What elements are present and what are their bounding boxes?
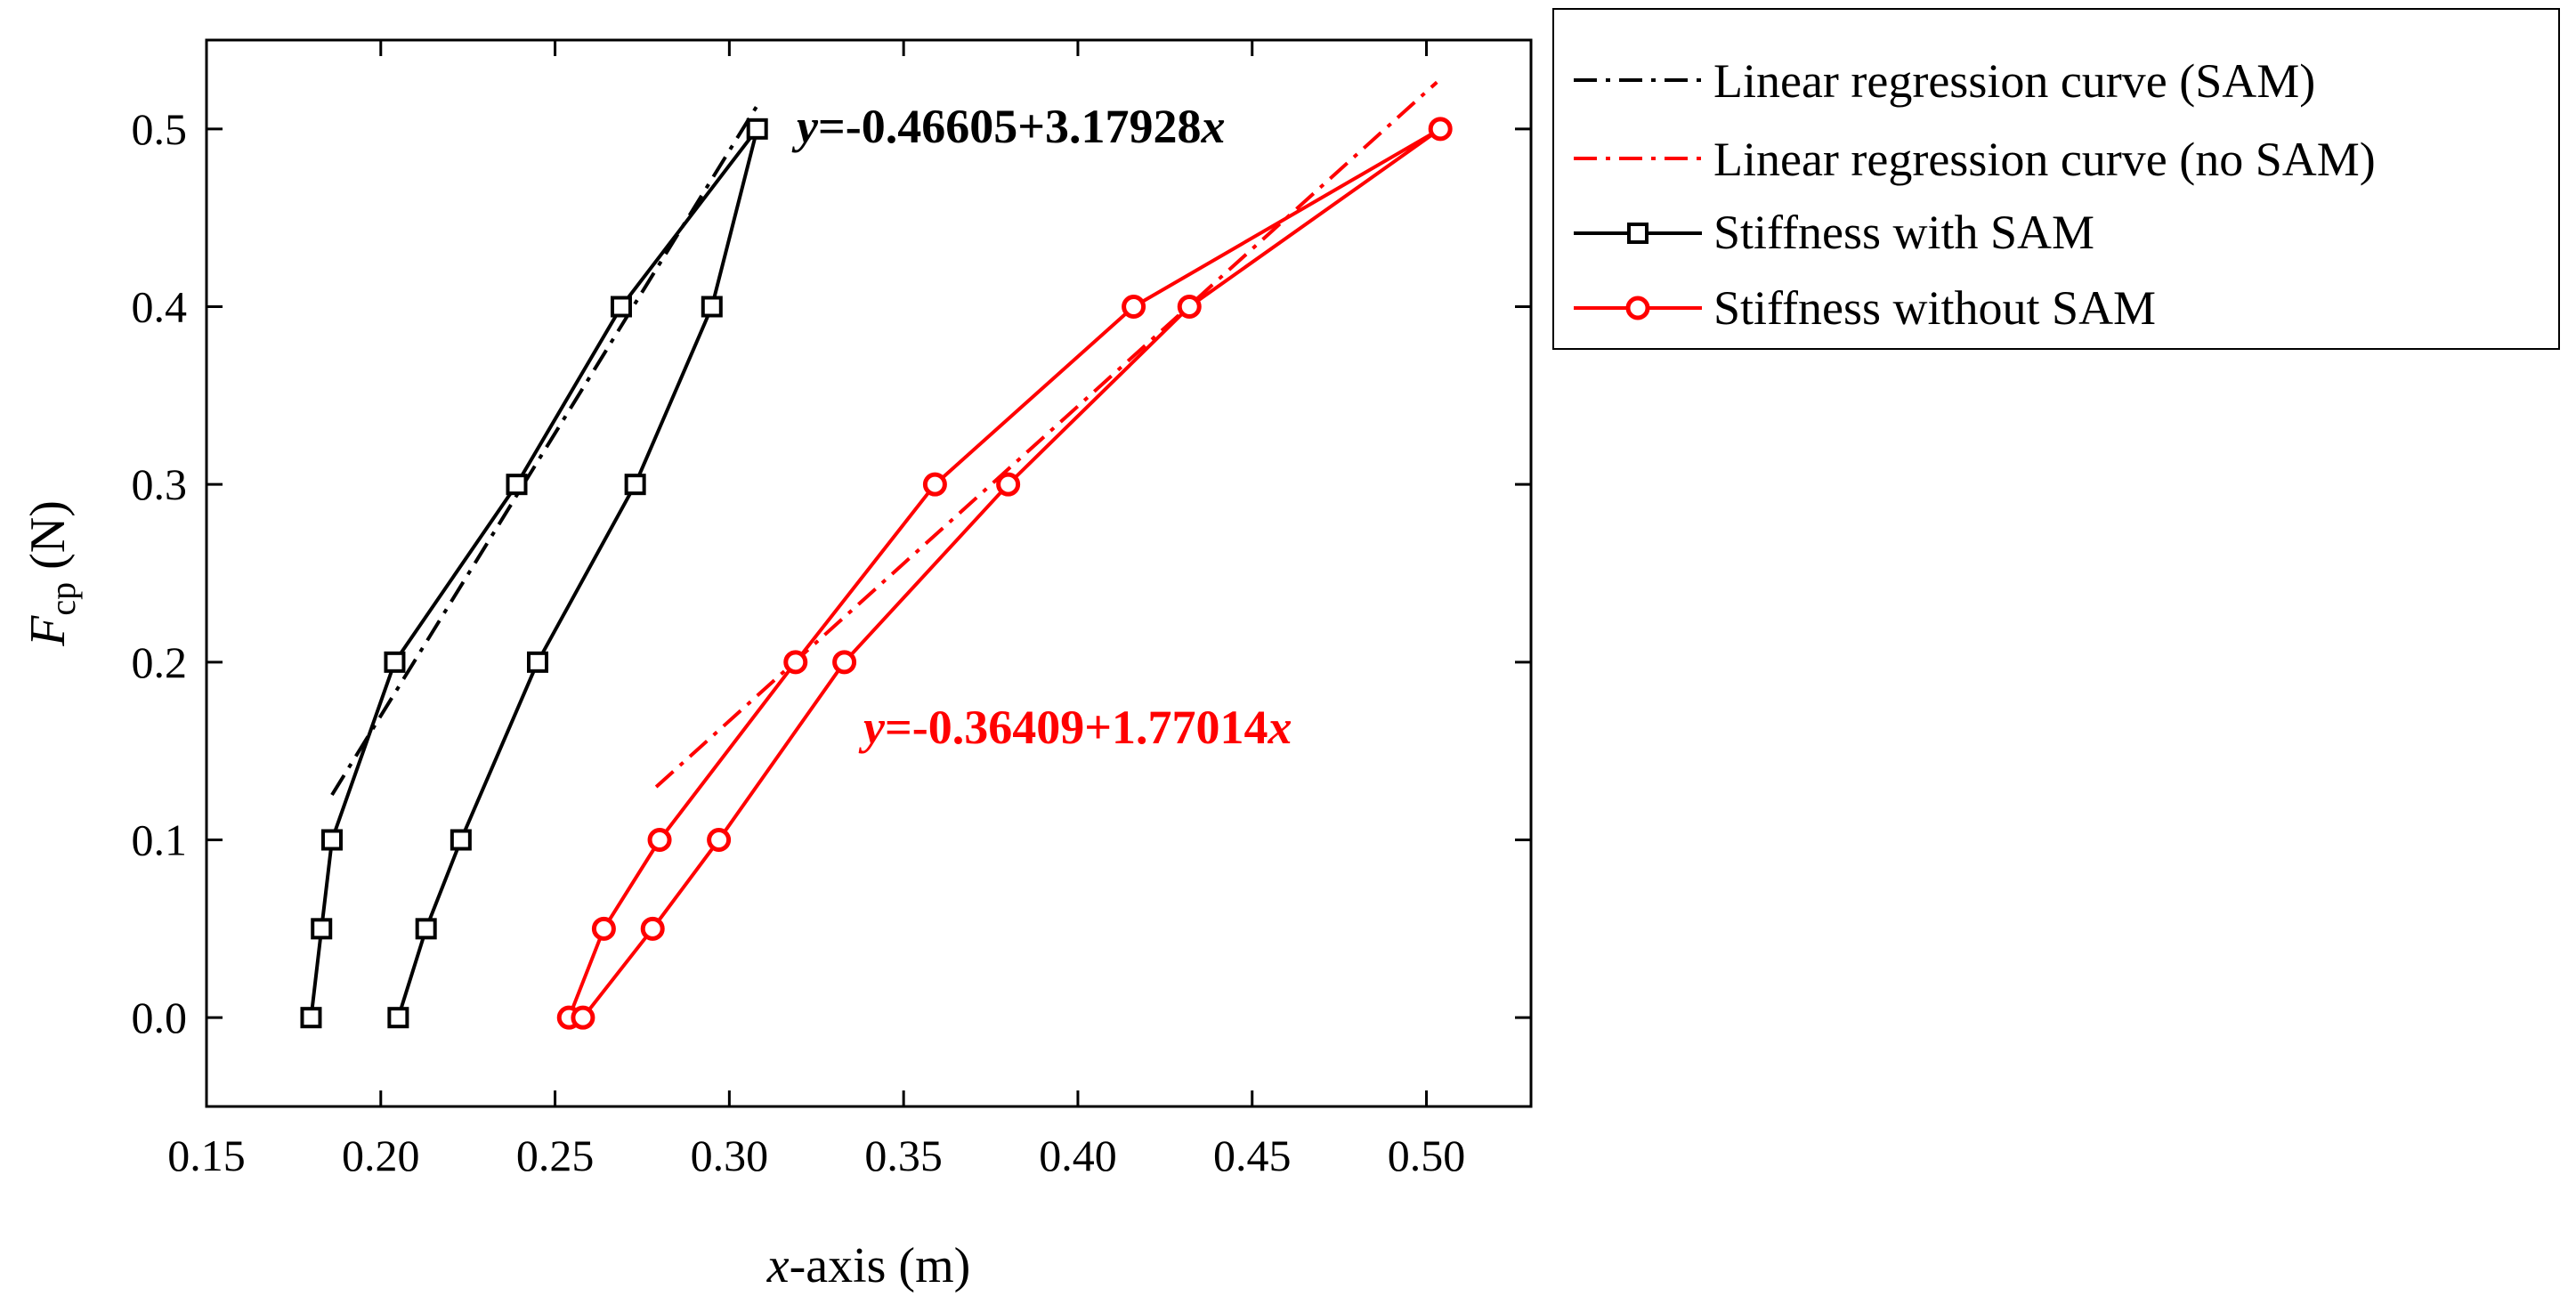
x-tick-label: 0.15	[167, 1131, 246, 1180]
x-tick-labels: 0.15 0.20 0.25 0.30 0.35 0.40 0.45 0.50	[167, 1131, 1465, 1180]
regression-line-sam	[330, 99, 763, 797]
data-point-no-sam	[922, 472, 947, 497]
x-tick-label: 0.50	[1388, 1131, 1466, 1180]
x-tick-label: 0.25	[516, 1131, 595, 1180]
legend: Linear regression curve (SAM) Linear reg…	[1552, 8, 2560, 350]
data-point-sam	[610, 296, 632, 318]
data-point-sam	[384, 651, 406, 673]
series-line-stiffness-sam	[309, 126, 759, 1018]
data-point-no-sam	[783, 650, 808, 675]
data-point-sam	[311, 918, 333, 940]
data-point-sam	[320, 829, 343, 851]
x-tick-label: 0.30	[691, 1131, 769, 1180]
data-point-no-sam	[1177, 295, 1202, 319]
y-tick-label: 0.2	[132, 637, 188, 687]
x-tick-label: 0.20	[342, 1131, 420, 1180]
data-point-sam	[450, 829, 472, 851]
equation-sam: y=-0.46605+3.17928x	[791, 100, 1226, 153]
legend-symbols	[1574, 78, 1702, 320]
data-point-sam	[701, 296, 723, 318]
x-tick-label: 0.35	[864, 1131, 943, 1180]
legend-label-stiffness-nosam: Stiffness without SAM	[1713, 281, 2156, 335]
y-tick-labels: 0.0 0.1 0.2 0.3 0.4 0.5	[132, 104, 188, 1042]
data-point-no-sam	[996, 472, 1021, 497]
y-tick-label: 0.3	[132, 459, 188, 509]
axis-ticks	[205, 40, 1531, 1106]
series-line-stiffness-no-sam	[567, 126, 1443, 1019]
data-point-no-sam	[647, 828, 672, 852]
regression-line-no-sam	[654, 80, 1438, 789]
data-point-sam	[506, 474, 528, 496]
legend-box	[1552, 8, 2560, 350]
data-point-no-sam	[1122, 295, 1146, 319]
x-tick-label: 0.45	[1213, 1131, 1292, 1180]
y-tick-label: 0.0	[132, 993, 188, 1042]
legend-label-reg-nosam: Linear regression curve (no SAM)	[1713, 133, 2376, 186]
y-axis-title: Fcp (N)	[20, 500, 83, 647]
data-point-sam	[415, 918, 437, 940]
y-tick-label: 0.5	[132, 104, 188, 154]
y-tick-label: 0.1	[132, 815, 188, 865]
data-point-sam	[527, 651, 548, 673]
x-axis-title: x-axis (m)	[766, 1238, 971, 1293]
data-point-no-sam	[707, 828, 732, 852]
legend-symbol-circle	[1625, 296, 1650, 320]
regression-lines	[330, 80, 1438, 797]
data-point-sam	[300, 1007, 322, 1029]
equation-no-sam: y=-0.36409+1.77014x	[858, 701, 1292, 754]
data-point-no-sam	[591, 916, 616, 941]
legend-label-stiffness-sam: Stiffness with SAM	[1713, 206, 2094, 259]
data-point-no-sam	[832, 650, 857, 675]
data-point-no-sam	[640, 916, 665, 941]
x-tick-label: 0.40	[1039, 1131, 1117, 1180]
series-lines	[309, 126, 1443, 1019]
data-point-sam	[746, 118, 768, 140]
data-point-no-sam	[1428, 117, 1453, 142]
y-tick-label: 0.4	[132, 282, 188, 332]
legend-label-reg-sam: Linear regression curve (SAM)	[1713, 54, 2315, 108]
data-point-sam	[624, 474, 646, 496]
legend-symbol-square	[1627, 223, 1648, 244]
plot-frame	[205, 38, 1533, 1108]
data-point-no-sam	[571, 1005, 595, 1030]
series-markers	[300, 117, 1453, 1030]
data-point-sam	[387, 1007, 409, 1029]
